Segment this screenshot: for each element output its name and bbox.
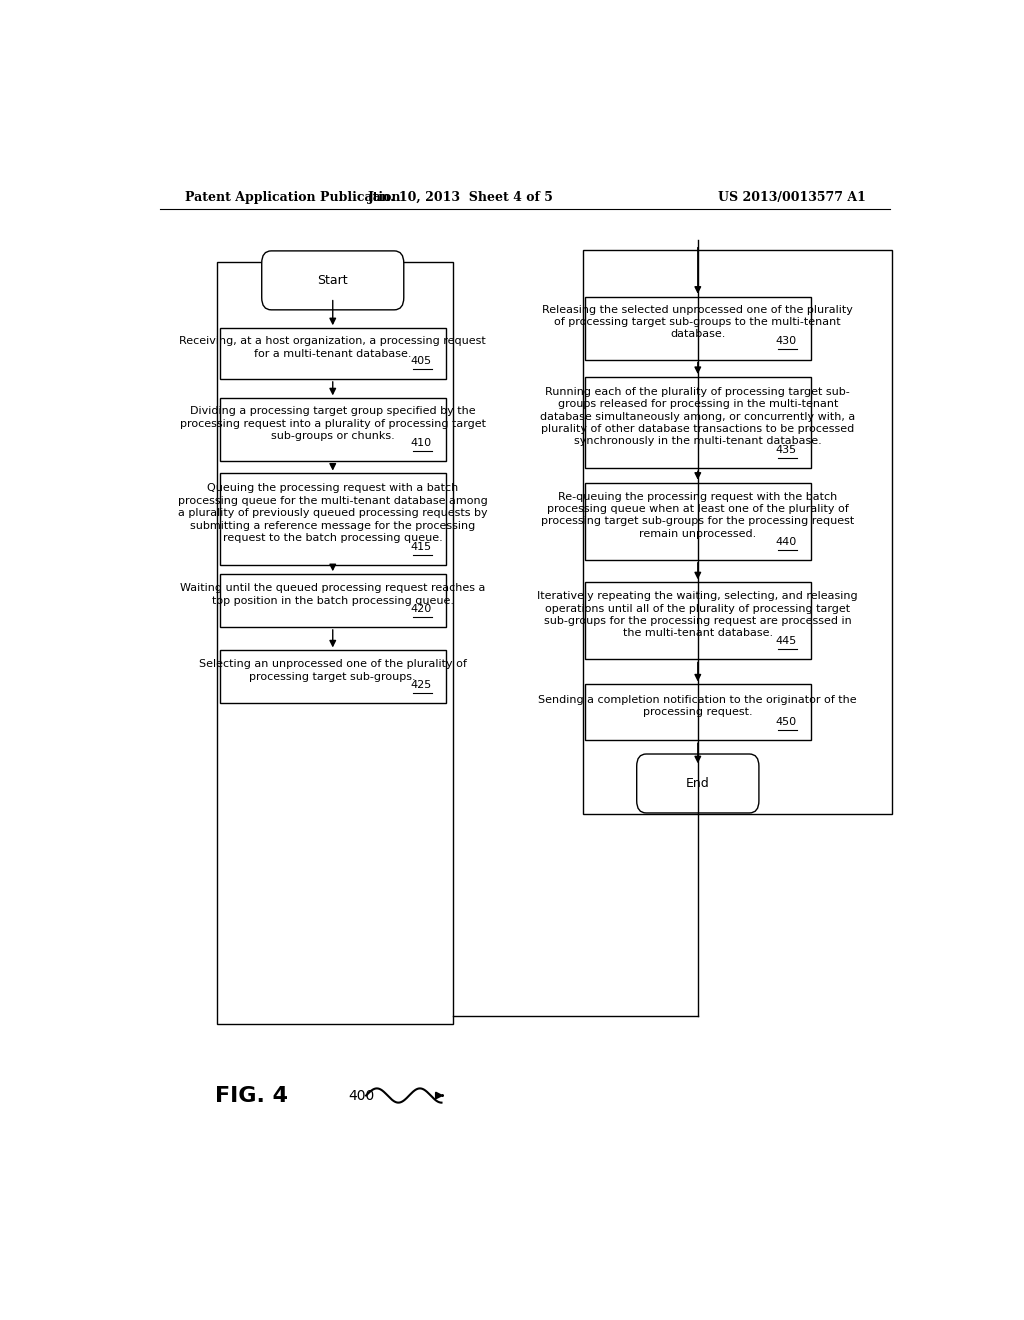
FancyBboxPatch shape — [637, 754, 759, 813]
Text: 435: 435 — [775, 445, 797, 455]
Text: 450: 450 — [775, 717, 797, 727]
Bar — [220, 651, 445, 704]
Bar — [220, 399, 445, 461]
Bar — [220, 474, 445, 565]
Bar — [585, 378, 811, 469]
Text: 405: 405 — [411, 356, 431, 366]
Text: Releasing the selected unprocessed one of the plurality
of processing target sub: Releasing the selected unprocessed one o… — [543, 305, 853, 339]
Bar — [220, 329, 445, 379]
FancyBboxPatch shape — [262, 251, 403, 310]
Text: 430: 430 — [775, 337, 797, 346]
Bar — [583, 249, 892, 814]
Text: Dividing a processing target group specified by the
processing request into a pl: Dividing a processing target group speci… — [180, 407, 485, 441]
Text: 445: 445 — [775, 636, 797, 647]
Text: FIG. 4: FIG. 4 — [215, 1085, 289, 1106]
Text: Selecting an unprocessed one of the plurality of
processing target sub-groups.: Selecting an unprocessed one of the plur… — [199, 660, 467, 682]
Text: 440: 440 — [775, 537, 797, 546]
Text: US 2013/0013577 A1: US 2013/0013577 A1 — [718, 190, 866, 203]
Text: Receiving, at a host organization, a processing request
for a multi-tenant datab: Receiving, at a host organization, a pro… — [179, 337, 486, 359]
Text: Waiting until the queued processing request reaches a
top position in the batch : Waiting until the queued processing requ… — [180, 583, 485, 606]
Text: 425: 425 — [411, 680, 431, 690]
Bar — [585, 297, 811, 359]
Text: Queuing the processing request with a batch
processing queue for the multi-tenan: Queuing the processing request with a ba… — [178, 483, 487, 543]
Text: Iteratively repeating the waiting, selecting, and releasing
operations until all: Iteratively repeating the waiting, selec… — [538, 591, 858, 639]
Text: 420: 420 — [411, 603, 431, 614]
Text: Start: Start — [317, 273, 348, 286]
Bar — [217, 263, 454, 1024]
Text: 415: 415 — [411, 541, 431, 552]
Text: Jan. 10, 2013  Sheet 4 of 5: Jan. 10, 2013 Sheet 4 of 5 — [369, 190, 554, 203]
Bar — [585, 483, 811, 560]
Bar — [585, 582, 811, 660]
Text: Patent Application Publication: Patent Application Publication — [185, 190, 400, 203]
Text: Sending a completion notification to the originator of the
processing request.: Sending a completion notification to the… — [539, 696, 857, 718]
Text: Running each of the plurality of processing target sub-
groups released for proc: Running each of the plurality of process… — [541, 387, 855, 446]
Text: 410: 410 — [411, 438, 431, 447]
Bar — [220, 574, 445, 627]
Text: 400: 400 — [348, 1089, 375, 1102]
Text: Re-queuing the processing request with the batch
processing queue when at least : Re-queuing the processing request with t… — [541, 491, 854, 539]
Text: End: End — [686, 777, 710, 789]
Bar — [585, 684, 811, 741]
